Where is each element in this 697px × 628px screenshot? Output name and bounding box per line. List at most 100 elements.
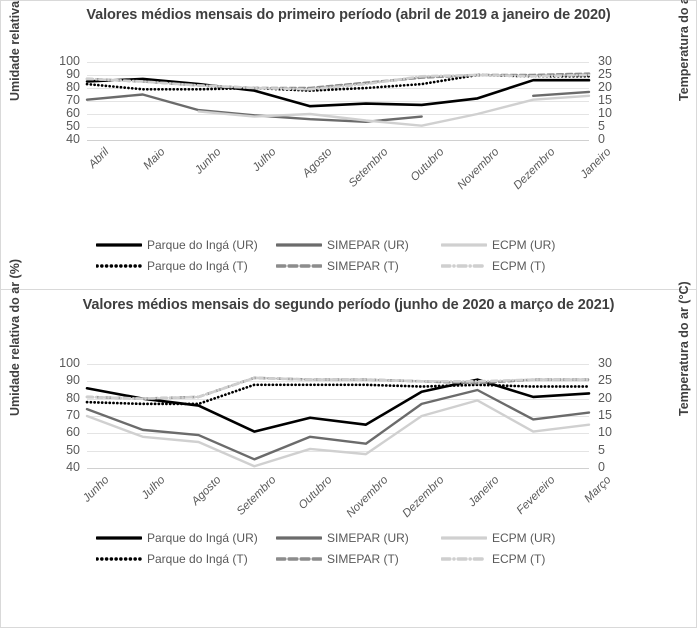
y2-axis-tick-label: 15 (598, 408, 612, 422)
legend-item[interactable]: SIMEPAR (T) (276, 548, 399, 569)
y2-axis-tick-label: 20 (598, 390, 612, 405)
y2-axis-tick-label: 0 (598, 460, 605, 474)
gridline (87, 127, 589, 128)
y2-axis-tick-label: 20 (598, 80, 612, 94)
series-line (85, 378, 591, 433)
y-axis-tick-label: 90 (66, 67, 80, 81)
gridline (87, 114, 589, 115)
line-solid-lightgray-icon (441, 239, 487, 251)
chart-legend: Parque do Ingá (UR) SIMEPAR (UR) ECPM (UR)… (1, 234, 696, 276)
chart-panel-second-period: Valores médios mensais do segundo períod… (0, 259, 697, 628)
line-dotted-black-icon (96, 260, 142, 272)
legend-row: Parque do Ingá (T) SIMEPAR (T) ECPM (T) (1, 548, 696, 569)
series-line (85, 93, 423, 123)
legend-label: ECPM (T) (492, 551, 546, 566)
y2-axis-tick-label: 25 (598, 67, 612, 81)
legend-item[interactable]: ECPM (T) (441, 548, 545, 569)
chart-legend-second: Parque do Ingá (UR) SIMEPAR (UR) ECPM (UR)… (1, 527, 696, 569)
series-line (85, 383, 591, 406)
legend-label: Parque do Ingá (UR) (147, 530, 258, 545)
y2-axis-tick-label: 25 (598, 373, 612, 388)
legend-item[interactable]: SIMEPAR (UR) (276, 234, 409, 255)
gridline (87, 62, 589, 63)
legend-label: ECPM (UR) (492, 237, 556, 252)
legend-item[interactable]: Parque do Ingá (T) (96, 548, 248, 569)
y2-axis-tick-label: 30 (598, 356, 612, 370)
legend-row: Parque do Ingá (UR) SIMEPAR (UR) ECPM (UR) (1, 527, 696, 548)
line-dotted-black-icon (96, 553, 142, 565)
legend-item[interactable]: SIMEPAR (T) (276, 255, 399, 276)
legend-item[interactable]: ECPM (T) (441, 255, 545, 276)
legend-label: SIMEPAR (T) (327, 258, 399, 273)
series-line (197, 94, 591, 127)
series-lines (85, 376, 591, 468)
legend-label: SIMEPAR (T) (327, 551, 399, 566)
series-line (85, 73, 591, 91)
y-axis-tick-label: 40 (66, 460, 80, 474)
legend-item[interactable]: ECPM (UR) (441, 234, 555, 255)
gridline (87, 101, 589, 102)
y2-axis-tick-label: 10 (598, 106, 612, 120)
legend-label: Parque do Ingá (T) (147, 551, 248, 566)
gridline (87, 398, 589, 400)
legend-label: Parque do Ingá (UR) (147, 237, 258, 252)
series-line (85, 77, 591, 108)
gridline (87, 88, 589, 89)
series-line (85, 388, 591, 461)
y-axis-tick-label: 70 (66, 93, 80, 107)
line-solid-lightgray-icon (441, 532, 487, 544)
series-line (532, 90, 591, 97)
y-axis-tick-label: 70 (66, 408, 80, 422)
y-axis-tick-label: 40 (66, 132, 80, 146)
legend-item[interactable]: Parque do Ingá (T) (96, 255, 248, 276)
legend-label: SIMEPAR (UR) (327, 530, 409, 545)
y-axis-tick-label: 50 (66, 119, 80, 133)
y-axis-tick-label: 90 (66, 373, 80, 388)
plot-area: 40 50 60 70 80 90 100 0 5 10 15 20 25 30 Abril Maio Junh… (59, 54, 613, 192)
y2-axis-tick-label: 30 (598, 54, 612, 68)
legend-row: Parque do Ingá (UR) SIMEPAR (UR) ECPM (UR) (1, 234, 696, 255)
line-dashdot-lightgray-icon (441, 260, 487, 272)
gridline (87, 140, 589, 141)
y-axis-tick-label: 60 (66, 425, 80, 440)
page-title: Valores médios mensais do primeiro perío… (86, 7, 611, 23)
legend-item[interactable]: SIMEPAR (UR) (276, 527, 409, 548)
legend-label: SIMEPAR (UR) (327, 237, 409, 252)
series-lines (85, 72, 591, 127)
gridline (87, 381, 589, 383)
y2-axis-tick-label: 5 (598, 442, 605, 457)
line-solid-black-icon (96, 239, 142, 251)
y-axis-tick-label: 100 (59, 356, 80, 370)
y2-axis-tick-label: 0 (598, 132, 605, 146)
line-dashdot-lightgray-icon (441, 553, 487, 565)
legend-item[interactable]: Parque do Ingá (UR) (96, 527, 258, 548)
gridline (87, 468, 589, 469)
legend-row: Parque do Ingá (T) SIMEPAR (T) ECPM (T) (1, 255, 696, 276)
plot-area-second: 40 50 60 70 80 90 100 0 5 10 15 20 25 30 Junho Julho Ago… (59, 356, 613, 520)
y-axis-tick-label: 100 (59, 54, 80, 68)
legend-item[interactable]: ECPM (UR) (441, 527, 555, 548)
series-line (85, 376, 591, 400)
gridline (87, 364, 589, 365)
chart-panel-first-period: Valores médios mensais do primeiro perío… (0, 0, 697, 290)
y2-axis-tick-label: 15 (598, 93, 612, 107)
legend-label: Parque do Ingá (T) (147, 258, 248, 273)
legend-item[interactable]: Parque do Ingá (UR) (96, 234, 258, 255)
y2-axis-tick-label: 10 (598, 425, 612, 440)
y2-axis-tick-label: 5 (598, 119, 605, 133)
line-solid-black-icon (96, 532, 142, 544)
line-solid-darkgray-icon (276, 532, 322, 544)
line-solid-darkgray-icon (276, 239, 322, 251)
gridline (87, 416, 589, 417)
y-axis-tick-label: 80 (66, 390, 80, 405)
y-axis-tick-label: 80 (66, 80, 80, 94)
legend-label: ECPM (T) (492, 258, 546, 273)
line-dashed-gray-icon (276, 260, 322, 272)
legend-label: ECPM (UR) (492, 530, 556, 545)
gridline (87, 75, 589, 76)
series-line (85, 399, 591, 468)
y-axis-tick-label: 60 (66, 106, 80, 120)
page-title-second: Valores médios mensais do segundo períod… (82, 297, 615, 313)
line-dashed-gray-icon (276, 553, 322, 565)
y-axis-tick-label: 50 (66, 442, 80, 457)
